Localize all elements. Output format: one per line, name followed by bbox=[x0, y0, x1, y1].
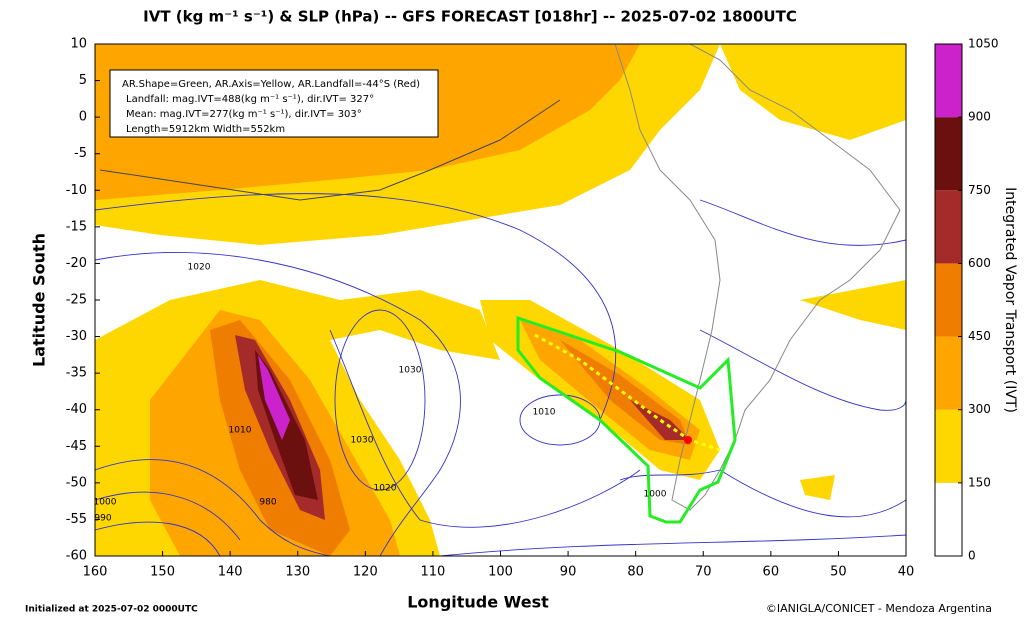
y-tick-label: 0 bbox=[79, 110, 87, 125]
colorbar-tick-label: 300 bbox=[968, 402, 991, 416]
y-tick-label: -55 bbox=[66, 512, 87, 527]
colorbar-tick-label: 600 bbox=[968, 256, 991, 270]
colorbar-tick-label: 150 bbox=[968, 475, 991, 489]
colorbar-frame bbox=[934, 43, 963, 557]
ar-shape bbox=[516, 315, 737, 524]
isobar bbox=[439, 534, 907, 557]
x-tick-label: 130 bbox=[285, 565, 310, 580]
contour-label: 990 bbox=[94, 514, 111, 524]
info-box: AR.Shape=Green, AR.Axis=Yellow, AR.Landf… bbox=[109, 69, 439, 138]
x-axis-label: Longitude West bbox=[407, 593, 549, 612]
y-axis-label: Latitude South bbox=[30, 233, 49, 367]
colorbar-segment bbox=[935, 336, 962, 410]
isobar bbox=[329, 329, 641, 528]
colorbar-segment bbox=[935, 409, 962, 483]
field-yellow bbox=[800, 475, 835, 500]
info-line: AR.Shape=Green, AR.Axis=Yellow, AR.Landf… bbox=[122, 79, 420, 90]
colorbar-segment bbox=[935, 263, 962, 337]
y-tick-label: -20 bbox=[66, 256, 87, 271]
footer-right: ©IANIGLA/CONICET - Mendoza Argentina bbox=[766, 602, 992, 615]
colorbar-label: Integrated Vapor Transport (IVT) bbox=[1002, 187, 1018, 413]
x-tick-label: 150 bbox=[150, 565, 175, 580]
y-tick-label: -10 bbox=[66, 183, 87, 198]
colorbar-segment bbox=[935, 482, 962, 556]
info-line: Landfall: mag.IVT=488(kg m⁻¹ s⁻¹), dir.I… bbox=[126, 94, 374, 105]
colorbar-tick-label: 900 bbox=[968, 110, 991, 124]
isobar bbox=[94, 459, 331, 557]
y-tick-label: 10 bbox=[70, 37, 87, 52]
contour-label: 1020 bbox=[374, 484, 397, 494]
contour-label: 1000 bbox=[644, 490, 667, 500]
x-tick-label: 80 bbox=[627, 565, 644, 580]
info-line: Mean: mag.IVT=277(kg m⁻¹ s⁻¹), dir.IVT= … bbox=[126, 109, 362, 120]
isobar bbox=[699, 329, 907, 411]
ar-axis bbox=[534, 333, 721, 452]
info-line: Length=5912km Width=552km bbox=[126, 124, 285, 135]
ar-landfall bbox=[684, 436, 692, 444]
isobar bbox=[334, 309, 426, 491]
x-tick-label: 120 bbox=[353, 565, 378, 580]
title: IVT (kg m⁻¹ s⁻¹) & SLP (hPa) -- GFS FORE… bbox=[143, 8, 797, 26]
x-tick-label: 100 bbox=[488, 565, 513, 580]
contour-label: 1030 bbox=[399, 366, 422, 376]
isobar bbox=[94, 521, 221, 557]
contour-label: 1010 bbox=[533, 408, 556, 418]
field-yellow bbox=[720, 44, 906, 140]
field-magenta bbox=[258, 355, 290, 440]
y-tick-label: -45 bbox=[66, 439, 87, 454]
contour-label: 980 bbox=[259, 498, 276, 508]
isobar bbox=[699, 199, 907, 246]
y-tick-label: -40 bbox=[66, 402, 87, 417]
x-tick-label: 110 bbox=[421, 565, 446, 580]
y-tick-label: -35 bbox=[66, 366, 87, 381]
colorbar-segment bbox=[935, 117, 962, 191]
coastlines bbox=[99, 43, 901, 511]
coastline bbox=[614, 43, 901, 511]
colorbar-tick-label: 1050 bbox=[968, 37, 999, 51]
colorbar-segment bbox=[935, 44, 962, 118]
isobar bbox=[94, 491, 241, 541]
isobar bbox=[619, 469, 907, 518]
colorbar-tick-label: 0 bbox=[968, 549, 976, 563]
x-tick-label: 70 bbox=[695, 565, 712, 580]
isobar bbox=[94, 252, 461, 557]
contour-label: 1010 bbox=[229, 426, 252, 436]
y-tick-label: -60 bbox=[66, 549, 87, 564]
y-tick-label: 5 bbox=[79, 73, 87, 88]
contour-label: 1020 bbox=[188, 263, 211, 273]
x-tick-label: 90 bbox=[560, 565, 577, 580]
x-tick-label: 40 bbox=[898, 565, 915, 580]
x-tick-label: 160 bbox=[83, 565, 108, 580]
info-box-frame bbox=[109, 69, 439, 138]
x-tick-label: 50 bbox=[830, 565, 847, 580]
y-tick-label: -5 bbox=[74, 146, 87, 161]
y-tick-label: -25 bbox=[66, 293, 87, 308]
contour-label: 1000 bbox=[94, 498, 117, 508]
contour-label: 1030 bbox=[351, 436, 374, 446]
field-yellow bbox=[800, 280, 906, 330]
y-tick-label: -30 bbox=[66, 329, 87, 344]
colorbar-tick-label: 750 bbox=[968, 183, 991, 197]
isobar bbox=[94, 193, 617, 421]
colorbar-tick-label: 450 bbox=[968, 329, 991, 343]
footer-left: Initialized at 2025-07-02 0000UTC bbox=[25, 605, 198, 615]
coastline bbox=[99, 99, 561, 201]
y-tick-label: -50 bbox=[66, 475, 87, 490]
colorbar-segment bbox=[935, 190, 962, 264]
y-tick-label: -15 bbox=[66, 219, 87, 234]
x-tick-label: 60 bbox=[763, 565, 780, 580]
x-tick-label: 140 bbox=[218, 565, 243, 580]
